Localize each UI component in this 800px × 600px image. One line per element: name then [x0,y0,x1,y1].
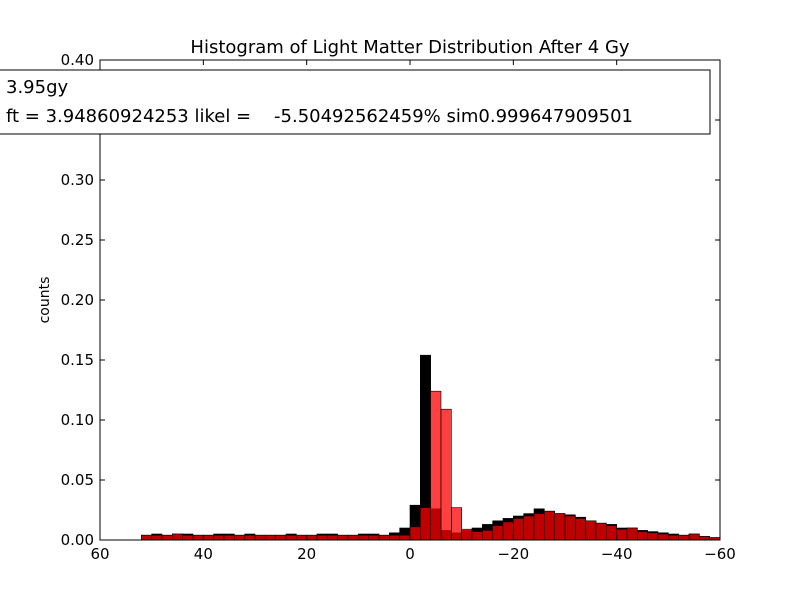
histogram-bar-series-2 [141,534,152,541]
legend-box [0,69,711,135]
histogram-bar-series-2 [502,521,514,541]
histogram-bar-series-2 [533,513,545,541]
histogram-bar-series-2 [544,510,555,541]
histogram-bar-series-2 [275,534,287,541]
histogram-bars [141,354,721,541]
histogram-bar-series-2 [585,520,597,541]
histogram-bar-series-2 [203,534,214,541]
histogram-bar-series-2 [234,534,245,541]
histogram-bar-series-2 [461,528,473,541]
histogram-bar-series-2 [213,534,225,541]
histogram-bar-series-2 [306,534,318,541]
histogram-bar-series-2 [451,507,462,541]
histogram-bar-series-2 [575,518,586,541]
histogram-bar-series-2 [616,528,628,541]
histogram-bar-series-2 [327,534,338,541]
y-tick-label: 0.00 [61,531,94,549]
legend-line-1: 3.95gy [6,77,69,98]
histogram-bar-series-2 [254,534,266,541]
histogram-bar-series-2 [151,534,163,541]
histogram-bar-series-2 [399,534,411,541]
histogram-bar-series-2 [223,534,235,541]
histogram-bar-series-2 [316,534,328,541]
legend-line-2: ft = 3.94860924253 likel = -5.5049256245… [6,106,633,127]
histogram-bar-series-2 [358,534,369,541]
histogram-bar-series-2 [265,534,276,541]
histogram-bar-series-2 [244,534,256,541]
histogram-bar-series-2 [337,534,349,541]
x-tick-label: 20 [297,545,316,563]
legend: 3.95gy ft = 3.94860924253 likel = -5.504… [0,69,711,135]
histogram-bar-series-2 [378,534,390,541]
histogram-bar-series-2 [678,534,690,541]
x-tick-label: 60 [90,545,109,563]
x-tick-label: −60 [704,545,736,563]
histogram-bar-series-2 [482,530,493,541]
histogram-bar-series-2 [668,534,679,541]
y-tick-label: 0.05 [61,471,94,489]
histogram-bar-series-2 [606,525,617,541]
histogram-bar-series-2 [285,534,297,541]
y-axis-label: counts [37,277,53,324]
histogram-bar-series-2 [368,534,380,541]
x-tick-label: 0 [405,545,415,563]
y-tick-label: 0.10 [61,411,94,429]
histogram-bar-series-2 [513,518,524,541]
chart-title: Histogram of Light Matter Distribution A… [190,37,629,58]
histogram-bar-series-2 [647,532,659,541]
histogram-bar-series-2 [471,531,483,541]
histogram-bar-series-2 [637,531,648,541]
histogram-bar-series-2 [192,534,204,541]
y-tick-label: 0.40 [61,51,94,69]
histogram-bar-series-2 [172,533,183,541]
histogram-bar-series-2 [523,515,535,541]
histogram-bar-series-2 [161,534,173,541]
histogram-bar-series-2 [564,515,576,541]
y-tick-label: 0.30 [61,171,94,189]
x-axis-ticks: 60 40 20 0 −20 −40 −60 [90,60,736,563]
y-tick-label: 0.20 [61,291,94,309]
histogram-bar-series-2 [409,526,421,541]
histogram-bar-series-2 [688,533,700,541]
x-tick-label: −20 [498,545,530,563]
histogram-bar-series-2 [182,534,194,541]
histogram-bar-series-2 [657,533,669,541]
histogram-bar-series-2 [420,507,431,541]
histogram-bar-series-2 [440,408,452,541]
x-tick-label: −40 [601,545,633,563]
histogram-bar-series-2 [347,534,359,541]
histogram-bar-series-2 [389,534,400,541]
histogram-bar-series-2 [492,525,504,541]
histogram-bar-series-2 [595,522,607,541]
histogram-bar-series-2 [430,390,442,541]
y-tick-label: 0.25 [61,231,94,249]
histogram-bar-series-2 [626,527,638,541]
histogram-bar-series-2 [554,513,566,541]
x-tick-label: 40 [194,545,213,563]
histogram-bar-series-2 [296,534,307,541]
histogram-bar-series-2 [699,536,710,541]
y-tick-label: 0.15 [61,351,94,369]
